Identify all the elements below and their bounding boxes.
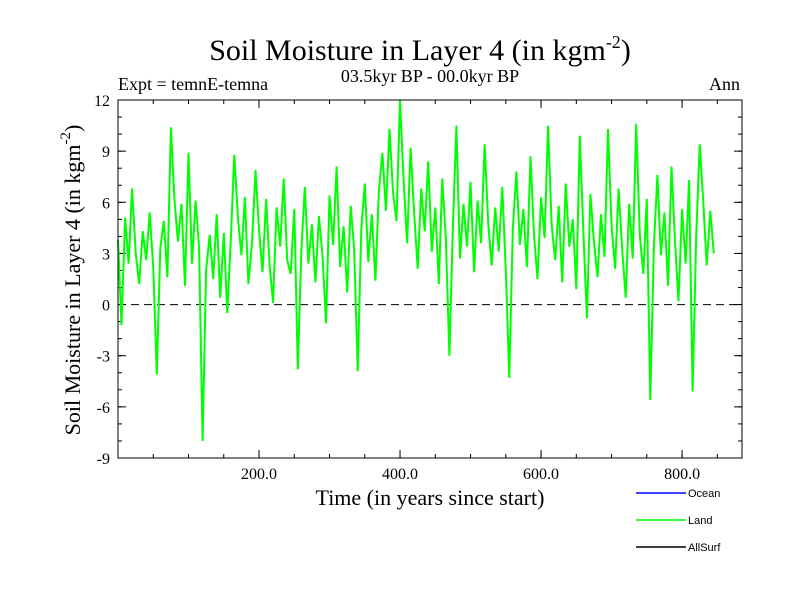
plot-area: -9 -6 -3 0 3 6 9 12 200.0 400.0 600.0 800.0 [94, 93, 742, 483]
x-tick-label: 600.0 [523, 466, 559, 483]
y-axis-label: Soil Moisture in Layer 4 (in kgm-2) [58, 125, 85, 436]
ylabel-suffix: ) [60, 125, 85, 132]
y-tick-label: 6 [102, 195, 110, 212]
x-tick-label: 200.0 [241, 466, 277, 483]
x-axis-label: Time (in years since start) [316, 485, 545, 510]
ylabel-main: Soil Moisture in Layer 4 (in kgm [60, 144, 85, 435]
y-tick-label: 9 [102, 144, 110, 161]
y-tick-label: 12 [94, 93, 110, 110]
title-main: Soil Moisture in Layer 4 (in kgm [209, 34, 606, 67]
x-tick-label: 400.0 [382, 466, 418, 483]
y-tick-label: 3 [102, 246, 110, 263]
x-tick-label: 800.0 [664, 466, 700, 483]
legend-label-ocean: Ocean [688, 488, 720, 500]
y-tick-label: -3 [97, 349, 110, 366]
series-line-land [117, 99, 715, 442]
legend: Ocean Land AllSurf [636, 488, 721, 554]
chart-subtitle: 03.5kyr BP - 00.0kyr BP [341, 66, 519, 86]
experiment-label: Expt = temnE-temna [118, 74, 268, 94]
plot-frame [117, 99, 743, 459]
season-label: Ann [709, 74, 740, 94]
y-tick-label: 0 [102, 298, 110, 315]
title-superscript: -2 [606, 32, 621, 52]
title-suffix: ) [621, 34, 631, 67]
ylabel-superscript: -2 [58, 132, 74, 145]
legend-label-land: Land [688, 515, 712, 527]
y-tick-label: -9 [97, 451, 110, 468]
chart-title: Soil Moisture in Layer 4 (in kgm-2) [209, 32, 631, 67]
y-tick-label: -6 [97, 400, 110, 417]
legend-label-allsurf: AllSurf [688, 542, 721, 554]
